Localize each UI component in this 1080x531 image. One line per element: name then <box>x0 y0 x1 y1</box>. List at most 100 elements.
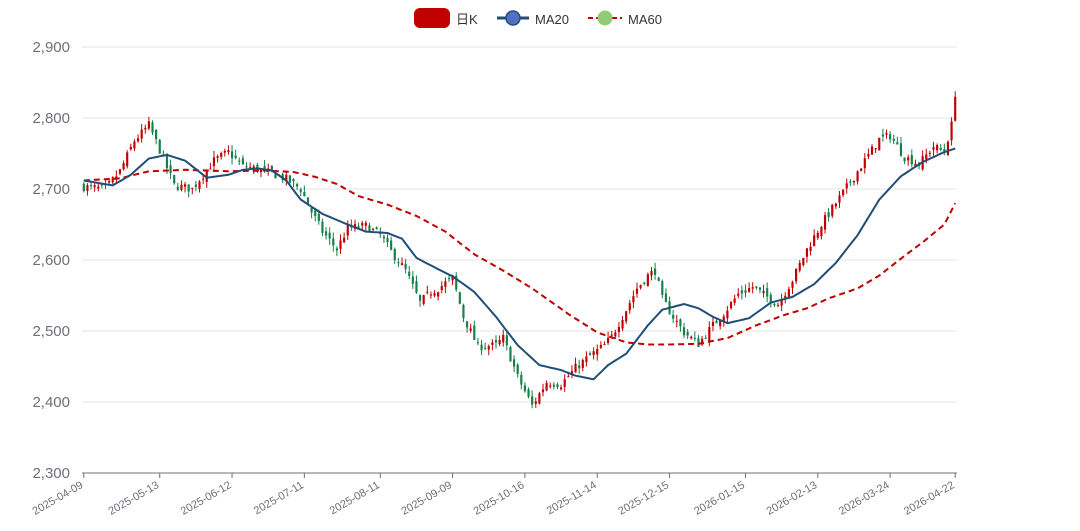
candle[interactable] <box>147 116 150 131</box>
candle[interactable] <box>440 281 443 294</box>
candle[interactable] <box>870 144 874 155</box>
candle[interactable] <box>429 291 432 299</box>
candle[interactable] <box>516 363 519 378</box>
candle[interactable] <box>299 187 302 196</box>
candle[interactable] <box>643 281 646 286</box>
candle[interactable] <box>133 139 136 152</box>
candle[interactable] <box>784 292 787 304</box>
candle[interactable] <box>390 236 393 251</box>
candle[interactable] <box>458 291 461 305</box>
candle[interactable] <box>527 387 530 399</box>
candle[interactable] <box>896 136 899 145</box>
candle[interactable] <box>404 258 407 274</box>
candle[interactable] <box>238 157 241 166</box>
candle[interactable] <box>903 157 906 165</box>
candle[interactable] <box>151 120 154 136</box>
candle[interactable] <box>860 167 863 172</box>
candle[interactable] <box>740 285 743 300</box>
candle[interactable] <box>719 320 722 330</box>
candle[interactable] <box>339 234 342 254</box>
candle[interactable] <box>950 117 953 146</box>
candle[interactable] <box>498 335 501 347</box>
candle[interactable] <box>654 262 657 280</box>
candle[interactable] <box>310 206 313 219</box>
candle[interactable] <box>816 230 819 240</box>
candle[interactable] <box>418 294 422 307</box>
candle[interactable] <box>758 287 762 294</box>
candle[interactable] <box>426 285 429 295</box>
candle[interactable] <box>729 300 733 310</box>
candle[interactable] <box>639 284 642 290</box>
candle[interactable] <box>129 143 132 151</box>
candle[interactable] <box>845 178 848 194</box>
candle[interactable] <box>646 272 649 287</box>
candle[interactable] <box>559 384 563 391</box>
candle[interactable] <box>136 134 140 143</box>
candle[interactable] <box>86 183 89 196</box>
candle[interactable] <box>954 91 957 122</box>
candle[interactable] <box>679 318 682 332</box>
candle[interactable] <box>936 143 939 154</box>
candle[interactable] <box>805 248 809 263</box>
candle[interactable] <box>795 267 798 285</box>
candle[interactable] <box>321 218 324 237</box>
candle[interactable] <box>617 322 621 338</box>
candle[interactable] <box>946 140 950 156</box>
candle[interactable] <box>545 380 548 392</box>
candle[interactable] <box>382 234 385 244</box>
candle[interactable] <box>198 180 201 193</box>
candle[interactable] <box>512 355 516 373</box>
candle[interactable] <box>733 294 736 306</box>
candle[interactable] <box>144 124 147 134</box>
candle[interactable] <box>664 288 668 303</box>
candle[interactable] <box>335 246 338 257</box>
candle[interactable] <box>773 303 776 308</box>
candle[interactable] <box>932 141 935 156</box>
candle[interactable] <box>209 162 212 170</box>
candle[interactable] <box>856 170 859 185</box>
candle[interactable] <box>570 365 574 379</box>
candle[interactable] <box>874 147 877 154</box>
candle[interactable] <box>693 331 696 342</box>
candle[interactable] <box>455 272 458 292</box>
candle[interactable] <box>614 329 617 340</box>
candle[interactable] <box>520 371 523 390</box>
candle[interactable] <box>780 293 783 311</box>
candle[interactable] <box>487 344 490 356</box>
candle[interactable] <box>169 159 172 180</box>
candle[interactable] <box>549 382 552 389</box>
candle[interactable] <box>353 219 357 232</box>
candle[interactable] <box>292 178 295 188</box>
candle[interactable] <box>910 149 913 168</box>
candle[interactable] <box>194 180 197 192</box>
candle[interactable] <box>842 189 845 198</box>
candle[interactable] <box>415 275 418 294</box>
candle[interactable] <box>484 342 487 351</box>
candle[interactable] <box>939 144 942 152</box>
candle[interactable] <box>534 397 537 408</box>
candle[interactable] <box>176 182 179 192</box>
candle[interactable] <box>921 150 924 171</box>
candle[interactable] <box>234 149 237 160</box>
candle[interactable] <box>802 257 805 267</box>
candle[interactable] <box>473 320 476 341</box>
candle[interactable] <box>422 294 425 306</box>
candle[interactable] <box>635 282 639 298</box>
candle[interactable] <box>82 182 85 193</box>
candle[interactable] <box>881 128 884 142</box>
candle[interactable] <box>444 277 447 293</box>
candle[interactable] <box>588 351 592 356</box>
candle[interactable] <box>296 182 299 191</box>
candle[interactable] <box>274 173 277 179</box>
candle[interactable] <box>111 176 114 185</box>
candle[interactable] <box>603 341 606 346</box>
candle[interactable] <box>241 155 244 166</box>
legend-item-ma60[interactable]: MA60 <box>588 10 662 27</box>
candle[interactable] <box>556 382 559 390</box>
candle[interactable] <box>849 179 852 187</box>
candle[interactable] <box>541 383 545 397</box>
candle[interactable] <box>928 150 931 157</box>
candle[interactable] <box>823 211 827 234</box>
candle[interactable] <box>657 276 660 282</box>
candle[interactable] <box>180 180 183 192</box>
